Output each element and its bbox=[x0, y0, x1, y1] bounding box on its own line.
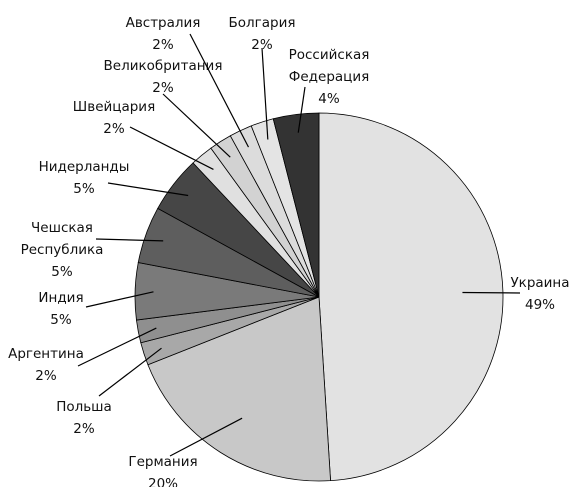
leader-line bbox=[85, 291, 154, 308]
pie-slice bbox=[272, 112, 320, 298]
pie-slice bbox=[318, 112, 504, 482]
slice-category-label: Индия bbox=[38, 290, 83, 306]
leader-line bbox=[95, 238, 164, 242]
leader-line bbox=[261, 47, 269, 140]
slice-category-label: Германия bbox=[128, 454, 197, 470]
leader-line bbox=[162, 93, 231, 158]
slice-category-label: Аргентина bbox=[8, 346, 84, 362]
slice-value-label: 2% bbox=[152, 37, 174, 53]
slice-category-label: Польша bbox=[56, 399, 112, 415]
leader-line bbox=[189, 33, 250, 148]
slice-value-label: 5% bbox=[73, 181, 95, 197]
slice-category-label: Украина bbox=[510, 275, 569, 291]
pie-slice bbox=[147, 296, 331, 482]
leader-line bbox=[107, 182, 189, 197]
slice-category-label: Швейцария bbox=[73, 99, 155, 115]
slice-category-label: Болгария bbox=[229, 15, 296, 31]
leader-line bbox=[77, 327, 157, 367]
slice-category-label: Российская bbox=[289, 47, 370, 63]
slice-value-label: 2% bbox=[73, 421, 95, 437]
leader-line bbox=[169, 417, 243, 457]
slice-value-label: 2% bbox=[251, 37, 273, 53]
slice-value-label: 2% bbox=[152, 80, 174, 96]
slice-value-label: 20% bbox=[148, 476, 178, 487]
slice-value-label: 2% bbox=[35, 368, 57, 384]
slice-value-label: 4% bbox=[318, 91, 340, 107]
leader-line bbox=[98, 347, 162, 397]
slice-category-label: Австралия bbox=[126, 15, 201, 31]
slice-value-label: 2% bbox=[103, 121, 125, 137]
slice-category-label: Федерация bbox=[289, 69, 370, 85]
slice-value-label: 5% bbox=[51, 264, 73, 280]
slice-category-label: Республика bbox=[21, 242, 104, 258]
slice-value-label: 49% bbox=[525, 297, 555, 313]
slice-category-label: Нидерланды bbox=[39, 159, 130, 175]
leader-line bbox=[297, 86, 306, 133]
slice-category-label: Чешская bbox=[31, 220, 93, 236]
slice-category-label: Великобритания bbox=[104, 58, 223, 74]
leader-line bbox=[462, 291, 521, 294]
slice-value-label: 5% bbox=[50, 312, 72, 328]
leader-line bbox=[129, 126, 214, 170]
